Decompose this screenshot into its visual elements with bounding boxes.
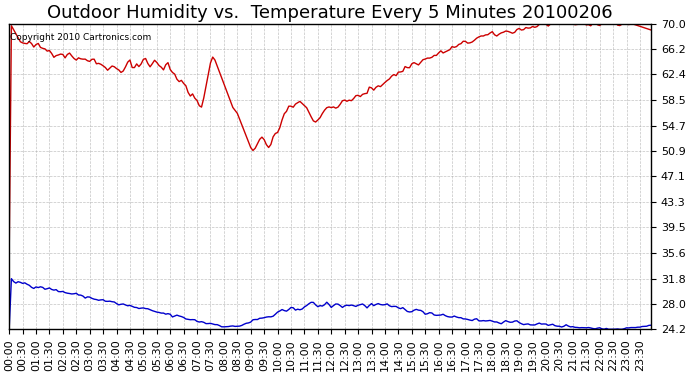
Title: Outdoor Humidity vs.  Temperature Every 5 Minutes 20100206: Outdoor Humidity vs. Temperature Every 5… bbox=[48, 4, 613, 22]
Text: Copyright 2010 Cartronics.com: Copyright 2010 Cartronics.com bbox=[10, 33, 152, 42]
